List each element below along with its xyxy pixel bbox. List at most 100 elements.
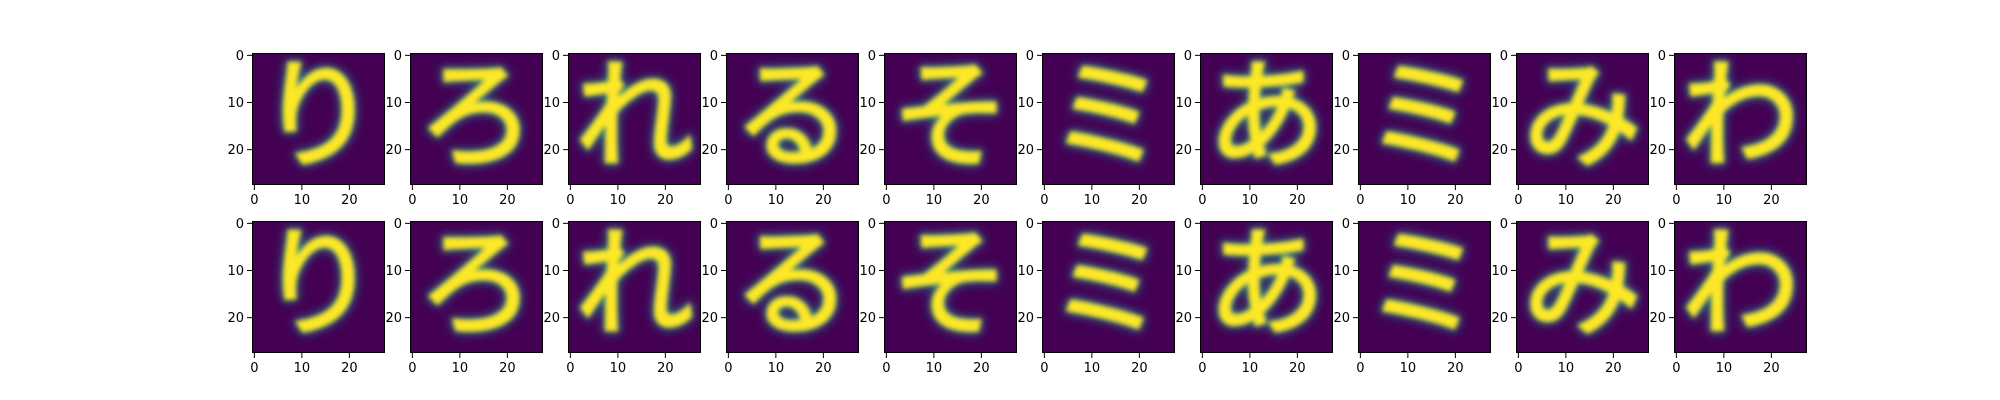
y-tick-label: 10 [1017, 96, 1034, 111]
x-tick-label: 20 [1131, 361, 1148, 376]
panel-background [252, 53, 385, 185]
y-tick-label: 20 [701, 311, 718, 326]
y-tick-label: 0 [1184, 217, 1192, 232]
y-tick-label: 10 [385, 96, 402, 111]
x-tick-label: 10 [1716, 361, 1733, 376]
x-tick-label: 0 [408, 193, 416, 208]
glyph-core: り [259, 215, 377, 353]
y-tick-label: 20 [1491, 143, 1508, 158]
x-tick-label: 0 [1514, 361, 1522, 376]
panel-background [1200, 221, 1333, 353]
x-tick-label: 10 [294, 361, 311, 376]
panel-frame [1674, 221, 1807, 353]
x-tick-label: 0 [566, 361, 574, 376]
x-tick-label: 0 [1198, 193, 1206, 208]
y-tick-label: 10 [227, 264, 244, 279]
x-tick-label: 20 [1289, 361, 1306, 376]
x-tick-label: 0 [1672, 193, 1680, 208]
x-tick-label: 10 [294, 193, 311, 208]
glyph-core: ミ [1365, 47, 1483, 185]
y-tick-label: 0 [552, 49, 560, 64]
glyph-halo: ミ [1049, 47, 1167, 185]
x-tick-label: 10 [1242, 361, 1259, 376]
glyph-halo: ミ [1049, 215, 1167, 353]
x-tick-label: 0 [408, 361, 416, 376]
x-tick-label: 10 [1400, 361, 1417, 376]
y-tick-label: 20 [1175, 143, 1192, 158]
y-tick-label: 0 [1026, 217, 1034, 232]
y-tick-label: 20 [859, 311, 876, 326]
y-tick-label: 20 [1175, 311, 1192, 326]
y-tick-label: 10 [1649, 96, 1666, 111]
y-tick-label: 10 [227, 96, 244, 111]
panel-background [568, 221, 701, 353]
glyph-core: そ [891, 47, 1009, 185]
x-tick-label: 20 [1763, 361, 1780, 376]
glyph-core: あ [1207, 47, 1325, 185]
x-tick-label: 10 [1084, 361, 1101, 376]
y-tick-label: 10 [385, 264, 402, 279]
panel-frame [568, 221, 701, 353]
panel-frame [1042, 221, 1175, 353]
y-tick-label: 0 [394, 217, 402, 232]
panel-background [884, 221, 1017, 353]
x-tick-label: 0 [1514, 193, 1522, 208]
glyph-halo: る [733, 47, 851, 185]
y-tick-label: 0 [552, 217, 560, 232]
y-tick-label: 10 [701, 264, 718, 279]
panel-frame [1358, 53, 1491, 185]
x-tick-label: 0 [1672, 361, 1680, 376]
x-tick-label: 20 [973, 361, 990, 376]
glyph-core: わ [1681, 215, 1799, 353]
panel-background [410, 53, 543, 185]
y-tick-label: 10 [1175, 96, 1192, 111]
x-tick-label: 10 [610, 361, 627, 376]
y-tick-label: 0 [236, 217, 244, 232]
glyph-core: り [259, 47, 377, 185]
x-tick-label: 20 [499, 361, 516, 376]
x-tick-label: 0 [566, 193, 574, 208]
x-tick-label: 10 [452, 193, 469, 208]
x-tick-label: 20 [341, 361, 358, 376]
x-tick-label: 0 [250, 193, 258, 208]
panel-background [726, 53, 859, 185]
glyph-core: み [1523, 47, 1641, 185]
x-tick-label: 20 [1605, 361, 1622, 376]
glyph-core: わ [1681, 47, 1799, 185]
panel-background [1200, 53, 1333, 185]
y-tick-label: 10 [1649, 264, 1666, 279]
y-tick-label: 20 [1491, 311, 1508, 326]
y-tick-label: 0 [868, 49, 876, 64]
glyph-halo: あ [1207, 47, 1325, 185]
glyph-core: そ [891, 215, 1009, 353]
x-tick-label: 10 [768, 361, 785, 376]
y-tick-label: 10 [543, 96, 560, 111]
panel-background [1358, 221, 1491, 353]
x-tick-label: 0 [1356, 193, 1364, 208]
glyph-halo: み [1523, 215, 1641, 353]
x-tick-label: 0 [250, 361, 258, 376]
panel-frame [1200, 53, 1333, 185]
panel-frame [568, 53, 701, 185]
y-tick-label: 10 [859, 96, 876, 111]
panel-frame [726, 53, 859, 185]
glyph-halo: わ [1681, 215, 1799, 353]
x-tick-label: 10 [1716, 193, 1733, 208]
glyph-core: ろ [417, 47, 535, 185]
x-tick-label: 20 [657, 193, 674, 208]
glyph-halo: わ [1681, 47, 1799, 185]
panel-frame [726, 221, 859, 353]
x-tick-label: 20 [1289, 193, 1306, 208]
x-tick-label: 20 [815, 361, 832, 376]
glyph-halo: ミ [1365, 47, 1483, 185]
